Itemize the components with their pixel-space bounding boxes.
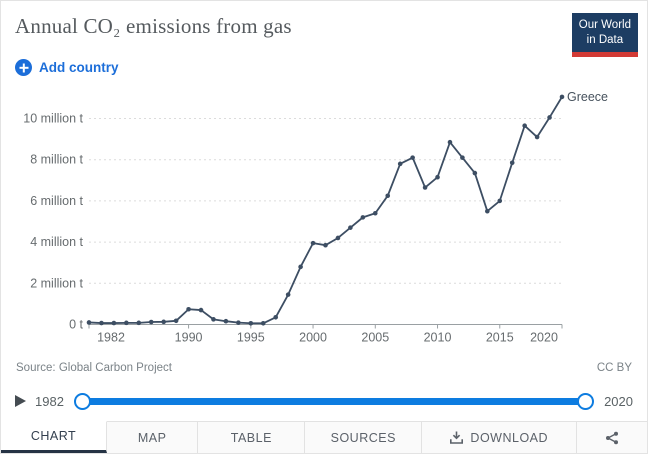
tab-chart-label: CHART [30, 429, 77, 443]
tab-download-label: DOWNLOAD [470, 430, 549, 445]
data-point[interactable] [348, 225, 353, 230]
x-axis-tick-label: 1995 [237, 331, 265, 345]
data-point[interactable] [273, 314, 279, 320]
data-point[interactable] [547, 115, 552, 120]
tab-share[interactable] [577, 421, 647, 453]
data-point[interactable] [559, 94, 565, 100]
data-point[interactable] [534, 134, 540, 140]
data-point[interactable] [148, 319, 154, 325]
data-point[interactable] [285, 292, 291, 297]
play-button[interactable] [15, 395, 26, 407]
data-point[interactable] [360, 215, 366, 220]
y-axis-tick-label: 2 million t [30, 276, 83, 290]
timeline-end-year: 2020 [604, 393, 633, 409]
owid-logo-line2: in Data [586, 33, 624, 46]
x-axis-tick-label: 1982 [97, 331, 125, 345]
y-axis-tick-label: 4 million t [30, 235, 83, 249]
timeline-control: 1982 2020 [1, 381, 647, 421]
data-point[interactable] [186, 306, 191, 312]
tab-map-label: MAP [137, 430, 167, 445]
data-point[interactable] [323, 242, 328, 248]
data-point[interactable] [136, 320, 142, 326]
tab-table[interactable]: TABLE [198, 421, 306, 453]
timeline-slider[interactable] [73, 392, 595, 410]
data-point[interactable] [248, 320, 254, 326]
slider-handle-end[interactable] [577, 392, 595, 410]
share-icon [606, 431, 619, 444]
x-axis-tick-label: 2020 [530, 331, 558, 345]
add-country-label: Add country [39, 60, 119, 75]
y-axis-tick-label: 8 million t [30, 153, 83, 167]
chart-header: Annual CO₂ emissions from gas Our World … [1, 1, 647, 57]
data-point[interactable] [460, 155, 465, 160]
tab-sources[interactable]: SOURCES [305, 421, 423, 453]
tab-table-label: TABLE [230, 430, 272, 445]
data-point[interactable] [335, 235, 341, 241]
tab-sources-label: SOURCES [330, 430, 396, 445]
data-point[interactable] [485, 208, 490, 214]
data-point[interactable] [397, 161, 403, 167]
data-point[interactable] [211, 317, 216, 322]
x-axis-tick-label: 2005 [361, 331, 389, 345]
data-point[interactable] [260, 320, 266, 326]
tab-download[interactable]: DOWNLOAD [422, 421, 578, 453]
data-point[interactable] [310, 240, 316, 246]
data-point[interactable] [410, 155, 415, 160]
data-point[interactable] [298, 264, 303, 270]
data-point[interactable] [522, 123, 527, 129]
series-end-label[interactable]: Greece [567, 90, 608, 104]
emissions-line-chart[interactable]: 0 t 2 million t 4 million t 6 million t 8 mi… [1, 84, 648, 351]
data-point[interactable] [111, 320, 117, 326]
data-point[interactable] [124, 320, 129, 326]
add-country-button[interactable]: Add country [1, 51, 647, 84]
tab-bar: CHART MAP TABLE SOURCES DOWNLOAD [1, 421, 647, 453]
source-label[interactable]: Source: Global Carbon Project [16, 362, 172, 374]
data-point[interactable] [447, 139, 453, 145]
data-point[interactable] [385, 193, 391, 199]
data-point[interactable] [236, 320, 241, 325]
x-axis-tick-label: 2015 [486, 331, 514, 345]
plus-icon [15, 59, 32, 76]
plot-area[interactable]: 0 t 2 million t 4 million t 6 million t 8 mi… [1, 84, 647, 351]
data-point[interactable] [99, 320, 104, 326]
series-line[interactable] [88, 96, 563, 325]
timeline-start-year: 1982 [35, 393, 64, 409]
owid-logo[interactable]: Our World in Data [571, 13, 638, 57]
data-point[interactable] [497, 198, 503, 204]
download-icon [450, 431, 464, 444]
tab-map[interactable]: MAP [107, 421, 199, 453]
y-axis-tick-label: 10 million t [23, 112, 83, 126]
page-title: Annual CO₂ emissions from gas [15, 14, 292, 38]
data-point[interactable] [198, 307, 204, 313]
data-point[interactable] [223, 318, 229, 324]
x-axis-tick-label: 2010 [424, 331, 452, 345]
y-axis-tick-label: 0 t [69, 318, 83, 332]
footer-row: Source: Global Carbon Project CC BY [1, 351, 647, 381]
data-point[interactable] [161, 319, 166, 325]
data-point[interactable] [372, 210, 378, 216]
tab-chart[interactable]: CHART [1, 421, 108, 453]
owid-logo-line1: Our World [578, 19, 631, 31]
license-label[interactable]: CC BY [596, 362, 632, 374]
data-point[interactable] [472, 170, 478, 176]
data-point[interactable] [435, 174, 440, 180]
slider-handle-start[interactable] [73, 392, 91, 410]
x-axis-tick-label: 2000 [299, 331, 327, 345]
data-point[interactable] [509, 160, 515, 166]
data-point[interactable] [422, 185, 428, 190]
y-axis-tick-label: 6 million t [30, 194, 83, 208]
data-point[interactable] [86, 320, 92, 325]
data-point[interactable] [173, 318, 179, 324]
x-axis-tick-label: 1990 [175, 331, 203, 345]
